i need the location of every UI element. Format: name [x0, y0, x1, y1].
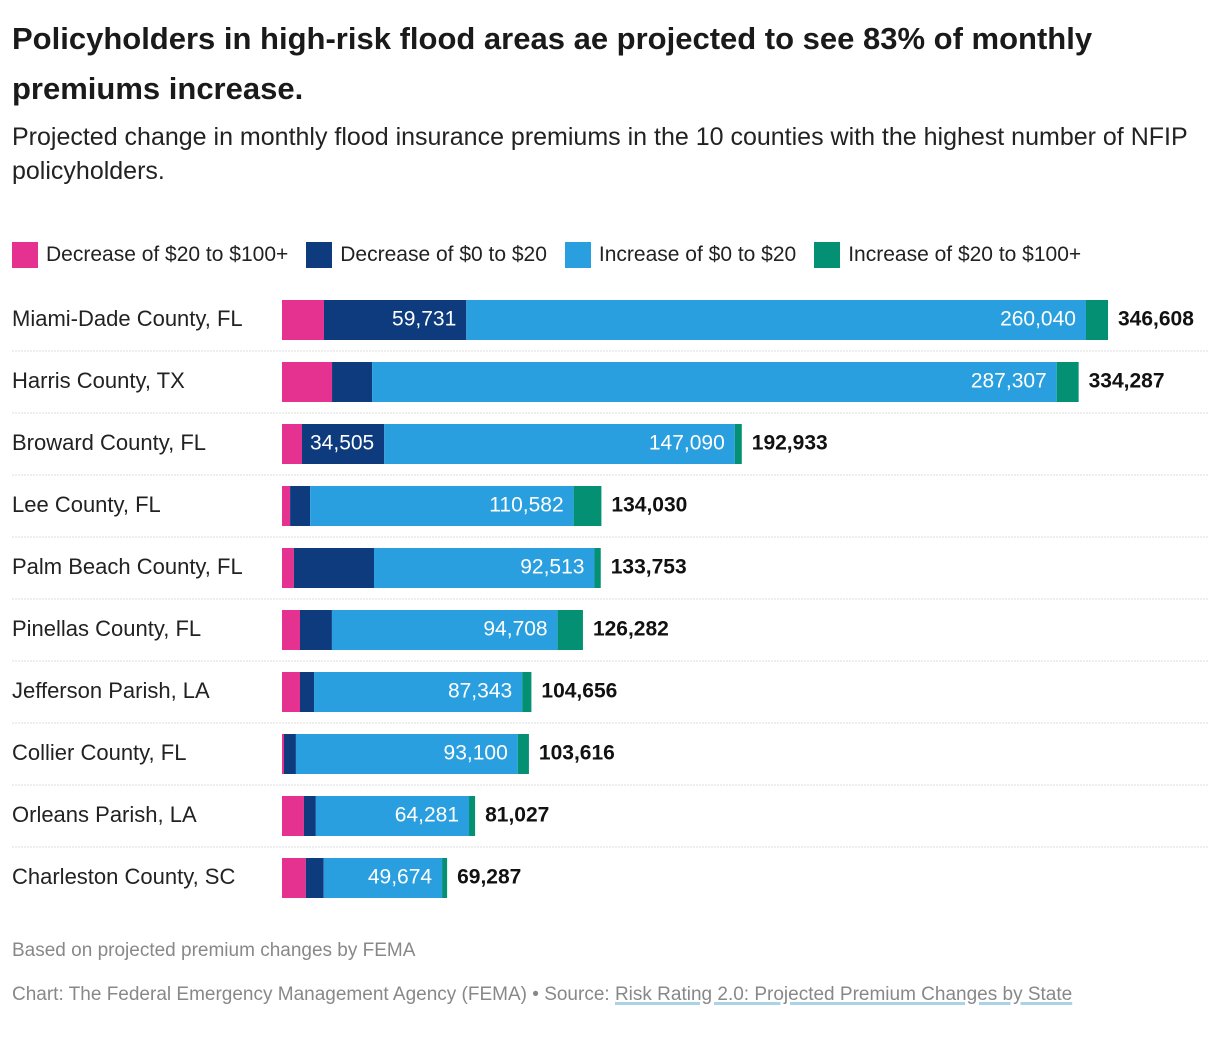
total-label: 134,030	[611, 494, 687, 517]
legend-label: Decrease of $20 to $100+	[46, 243, 289, 266]
legend-swatch	[564, 242, 591, 268]
bar-segment	[295, 734, 518, 774]
bar-segment	[469, 796, 476, 836]
total-label: 81,027	[485, 804, 549, 827]
bar-segment	[373, 548, 595, 588]
legend-item: Increase of $0 to $20	[564, 242, 797, 268]
category-label: Broward County, FL	[12, 430, 206, 455]
total-label: 126,282	[593, 618, 669, 641]
chart: Miami-Dade County, FL 59,731 260,040 346,60…	[12, 300, 1208, 898]
bar-segment	[305, 858, 324, 898]
bar-segment	[303, 796, 316, 836]
value-label: 287,307	[971, 370, 1047, 393]
bar-segment	[557, 610, 583, 650]
bar-segment	[734, 424, 742, 464]
bar-segment	[299, 610, 332, 650]
bar-segment	[282, 734, 285, 774]
bar-segment	[323, 858, 443, 898]
value-label: 94,708	[483, 618, 547, 641]
category-label: Palm Beach County, FL	[12, 554, 243, 579]
chart-title: Policyholders in high-risk flood areas a…	[12, 21, 1093, 106]
legend-label: Increase of $20 to $100+	[848, 243, 1082, 266]
bar-segment	[1056, 362, 1079, 402]
bar-segment	[331, 610, 558, 650]
bar-segment	[314, 672, 523, 712]
value-label: 49,674	[368, 866, 433, 889]
chart-subtitle: Projected change in monthly flood insura…	[12, 123, 1188, 185]
bar-segment	[284, 734, 296, 774]
bar-segment	[594, 548, 601, 588]
bar-segment	[282, 610, 300, 650]
total-label: 192,933	[752, 432, 828, 455]
bar-segment	[302, 424, 385, 464]
category-label: Lee County, FL	[12, 492, 161, 517]
bar-segment	[1085, 300, 1108, 340]
legend-label: Decrease of $0 to $20	[340, 243, 547, 266]
legend-swatch	[814, 242, 841, 268]
legend-item: Increase of $20 to $100+	[814, 242, 1081, 268]
value-label: 147,090	[649, 432, 725, 455]
bar-segment	[282, 796, 304, 836]
category-label: Harris County, TX	[12, 368, 185, 393]
value-label: 34,505	[310, 432, 374, 455]
bar-segment	[282, 362, 333, 402]
bar-segment	[372, 362, 1057, 402]
bar-segment	[384, 424, 735, 464]
value-label: 93,100	[444, 742, 508, 765]
bar-segment	[442, 858, 448, 898]
bar-segment	[299, 672, 315, 712]
legend-swatch	[12, 242, 38, 268]
total-label: 346,608	[1118, 308, 1194, 331]
value-label: 64,281	[395, 804, 459, 827]
value-label: 59,731	[392, 308, 456, 331]
total-label: 133,753	[611, 556, 687, 579]
legend-swatch	[306, 242, 333, 268]
bar-segment	[282, 486, 291, 526]
value-label: 110,582	[489, 494, 563, 517]
category-label: Collier County, FL	[12, 740, 186, 765]
bar-segment	[315, 796, 470, 836]
category-label: Miami-Dade County, FL	[12, 306, 243, 331]
credit: Chart: The Federal Emergency Management …	[12, 980, 1192, 1010]
total-label: 103,616	[539, 742, 615, 765]
bar-segment	[466, 300, 1086, 340]
bar-segment	[282, 672, 300, 712]
bar-segment	[282, 548, 294, 588]
bar-segment	[310, 486, 574, 526]
note: Based on projected premium changes by FE…	[12, 940, 416, 961]
source-link[interactable]: Risk Rating 2.0: Projected Premium Chang…	[614, 984, 1073, 1005]
total-label: 104,656	[541, 680, 617, 703]
category-label: Charleston County, SC	[12, 864, 235, 889]
total-label: 69,287	[457, 866, 521, 889]
bar-segment	[282, 424, 303, 464]
bar-segment	[290, 486, 311, 526]
bar-segment	[282, 858, 306, 898]
legend: Decrease of $20 to $100+ Decrease of $0 t…	[12, 242, 1099, 268]
value-label: 260,040	[1000, 308, 1076, 331]
category-label: Pinellas County, FL	[12, 616, 201, 641]
value-label: 92,513	[520, 556, 584, 579]
bar-segment	[293, 548, 374, 588]
value-label: 87,343	[448, 680, 512, 703]
legend-label: Increase of $0 to $20	[598, 243, 797, 266]
category-label: Orleans Parish, LA	[12, 802, 197, 827]
bar-segment	[522, 672, 532, 712]
credit-text: Chart: The Federal Emergency Management …	[12, 984, 615, 1005]
bar-segment	[282, 300, 324, 340]
bar-segment	[323, 300, 467, 340]
category-label: Jefferson Parish, LA	[12, 678, 210, 703]
bar-segment	[573, 486, 602, 526]
legend-item: Decrease of $0 to $20	[306, 242, 547, 268]
total-label: 334,287	[1089, 370, 1165, 393]
legend-item: Decrease of $20 to $100+	[12, 242, 288, 268]
bar-segment	[517, 734, 529, 774]
bar-segment	[332, 362, 373, 402]
